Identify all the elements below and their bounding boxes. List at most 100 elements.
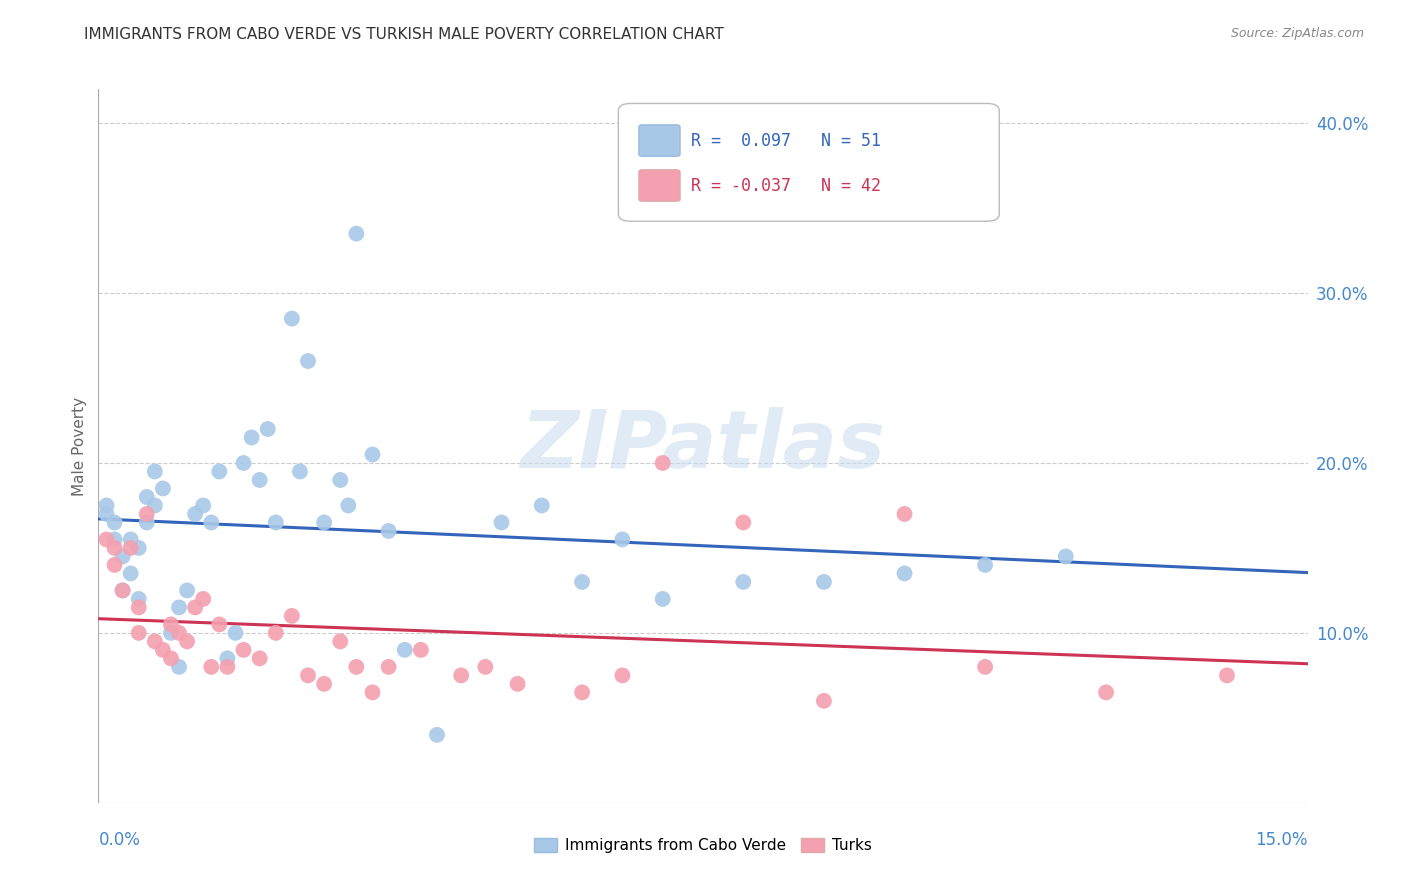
Point	[377, 524, 399, 538]
Point	[128, 591, 150, 606]
Point	[103, 558, 125, 572]
Point	[232, 456, 254, 470]
Point	[1095, 685, 1118, 699]
Point	[128, 541, 150, 555]
Point	[530, 499, 553, 513]
Point	[135, 516, 157, 530]
Point	[152, 482, 174, 496]
Point	[208, 617, 231, 632]
Point	[974, 660, 997, 674]
Point	[571, 574, 593, 589]
Point	[143, 465, 166, 479]
FancyBboxPatch shape	[619, 103, 1000, 221]
Point	[193, 499, 215, 513]
Point	[200, 660, 222, 674]
Point	[329, 634, 352, 648]
Point	[128, 626, 150, 640]
Point	[264, 516, 287, 530]
Point	[288, 465, 311, 479]
Point	[571, 685, 593, 699]
Text: ZIPatlas: ZIPatlas	[520, 407, 886, 485]
Point	[474, 660, 496, 674]
Point	[249, 473, 271, 487]
Point	[167, 660, 190, 674]
Point	[224, 626, 246, 640]
Point	[281, 608, 304, 623]
Point	[733, 516, 755, 530]
Point	[152, 643, 174, 657]
Point	[160, 651, 183, 665]
Point	[111, 583, 134, 598]
Point	[143, 634, 166, 648]
Point	[160, 617, 183, 632]
Point	[361, 685, 384, 699]
Point	[135, 507, 157, 521]
Y-axis label: Male Poverty: Male Poverty	[72, 396, 87, 496]
Text: R =  0.097   N = 51: R = 0.097 N = 51	[690, 132, 882, 150]
Point	[612, 668, 634, 682]
Point	[974, 558, 997, 572]
Point	[135, 490, 157, 504]
Text: Source: ZipAtlas.com: Source: ZipAtlas.com	[1230, 27, 1364, 40]
Point	[394, 643, 416, 657]
Point	[111, 583, 134, 598]
Point	[96, 533, 118, 547]
Point	[297, 668, 319, 682]
Point	[651, 591, 673, 606]
Point	[450, 668, 472, 682]
Point	[409, 643, 432, 657]
Point	[344, 227, 367, 241]
Point	[176, 583, 198, 598]
FancyBboxPatch shape	[638, 125, 681, 156]
Point	[120, 566, 142, 581]
Point	[184, 507, 207, 521]
Point	[167, 600, 190, 615]
Point	[377, 660, 399, 674]
Point	[506, 677, 529, 691]
Point	[103, 541, 125, 555]
Text: 15.0%: 15.0%	[1256, 831, 1308, 849]
Point	[240, 430, 263, 444]
Point	[281, 311, 304, 326]
Point	[193, 591, 215, 606]
Point	[232, 643, 254, 657]
Point	[314, 516, 336, 530]
Point	[426, 728, 449, 742]
Point	[314, 677, 336, 691]
Point	[128, 600, 150, 615]
Point	[143, 499, 166, 513]
Point	[256, 422, 278, 436]
Point	[491, 516, 513, 530]
Point	[120, 541, 142, 555]
Point	[217, 651, 239, 665]
Text: R = -0.037   N = 42: R = -0.037 N = 42	[690, 177, 882, 194]
Point	[96, 507, 118, 521]
Point	[651, 456, 673, 470]
Point	[120, 533, 142, 547]
Point	[249, 651, 271, 665]
Point	[337, 499, 360, 513]
Point	[329, 473, 352, 487]
Point	[208, 465, 231, 479]
Point	[813, 574, 835, 589]
Legend: Immigrants from Cabo Verde, Turks: Immigrants from Cabo Verde, Turks	[529, 832, 877, 859]
Point	[103, 533, 125, 547]
Point	[167, 626, 190, 640]
Point	[1216, 668, 1239, 682]
Text: 0.0%: 0.0%	[98, 831, 141, 849]
Point	[111, 549, 134, 564]
Point	[612, 533, 634, 547]
Point	[160, 626, 183, 640]
Point	[361, 448, 384, 462]
Point	[1054, 549, 1077, 564]
Point	[264, 626, 287, 640]
Point	[200, 516, 222, 530]
Point	[103, 516, 125, 530]
Point	[813, 694, 835, 708]
FancyBboxPatch shape	[638, 169, 681, 202]
Point	[217, 660, 239, 674]
Point	[893, 566, 915, 581]
Point	[184, 600, 207, 615]
Point	[297, 354, 319, 368]
Point	[96, 499, 118, 513]
